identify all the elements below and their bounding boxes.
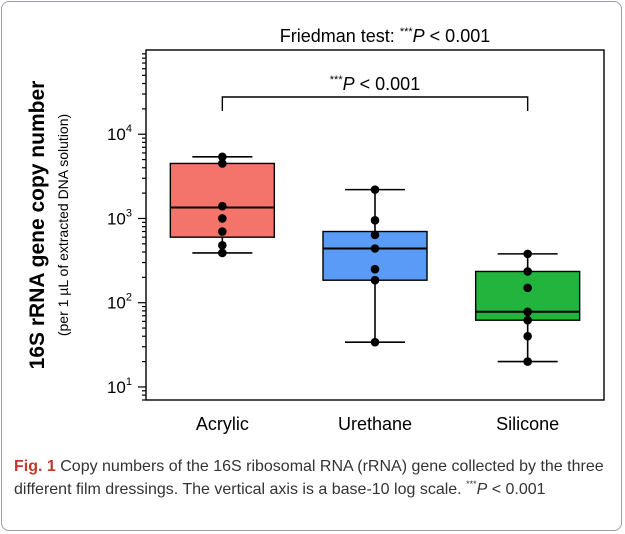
data-point [218, 227, 227, 236]
data-point [218, 248, 227, 258]
y-tick-label: 104 [107, 123, 132, 144]
y-axis-label: 16S rRNA gene copy number [26, 81, 49, 370]
data-point [370, 216, 380, 225]
x-tick-label: Acrylic [196, 414, 249, 434]
y-tick-label: 103 [107, 207, 132, 228]
data-point [523, 283, 532, 293]
data-point [370, 275, 380, 285]
caption-significance-marker: *** [466, 479, 477, 489]
box-acrylic [169, 162, 276, 238]
y-axis-sublabel: (per 1 µL of extracted DNA solution) [55, 114, 71, 336]
data-point [218, 201, 227, 211]
data-point [370, 230, 380, 240]
data-point [523, 331, 532, 341]
data-point [370, 185, 380, 194]
data-point [523, 357, 532, 366]
data-point [218, 241, 227, 250]
data-point [370, 244, 380, 253]
data-point [523, 249, 532, 259]
box-plot-chart: 101 102 103 104 16S rRNA gene copy number (pe… [26, 26, 605, 434]
caption-p-symbol: P [476, 481, 488, 498]
x-tick-label: Silicone [496, 414, 559, 434]
y-tick-label: 102 [107, 292, 132, 313]
plot-frame [145, 49, 605, 401]
data-point [523, 307, 532, 317]
caption-text: Copy numbers of the 16S ribosomal RNA (r… [14, 458, 604, 498]
data-point [218, 159, 227, 168]
caption-p-value: < 0.001 [487, 481, 546, 498]
y-tick-label: 101 [107, 376, 132, 397]
data-point [523, 315, 532, 325]
data-point [370, 337, 380, 347]
data-point [523, 267, 532, 276]
figure-caption: Fig. 1 Copy numbers of the 16S ribosomal… [14, 455, 612, 501]
chart-title: Friedman test: ***P < 0.001 [280, 26, 490, 46]
data-point [370, 264, 380, 274]
data-point [218, 214, 227, 223]
figure-label: Fig. 1 [14, 458, 56, 475]
significance-bracket [221, 96, 529, 111]
data-point [218, 152, 227, 162]
x-tick-label: Urethane [338, 414, 412, 434]
significance-label: ***P < 0.001 [330, 74, 420, 94]
